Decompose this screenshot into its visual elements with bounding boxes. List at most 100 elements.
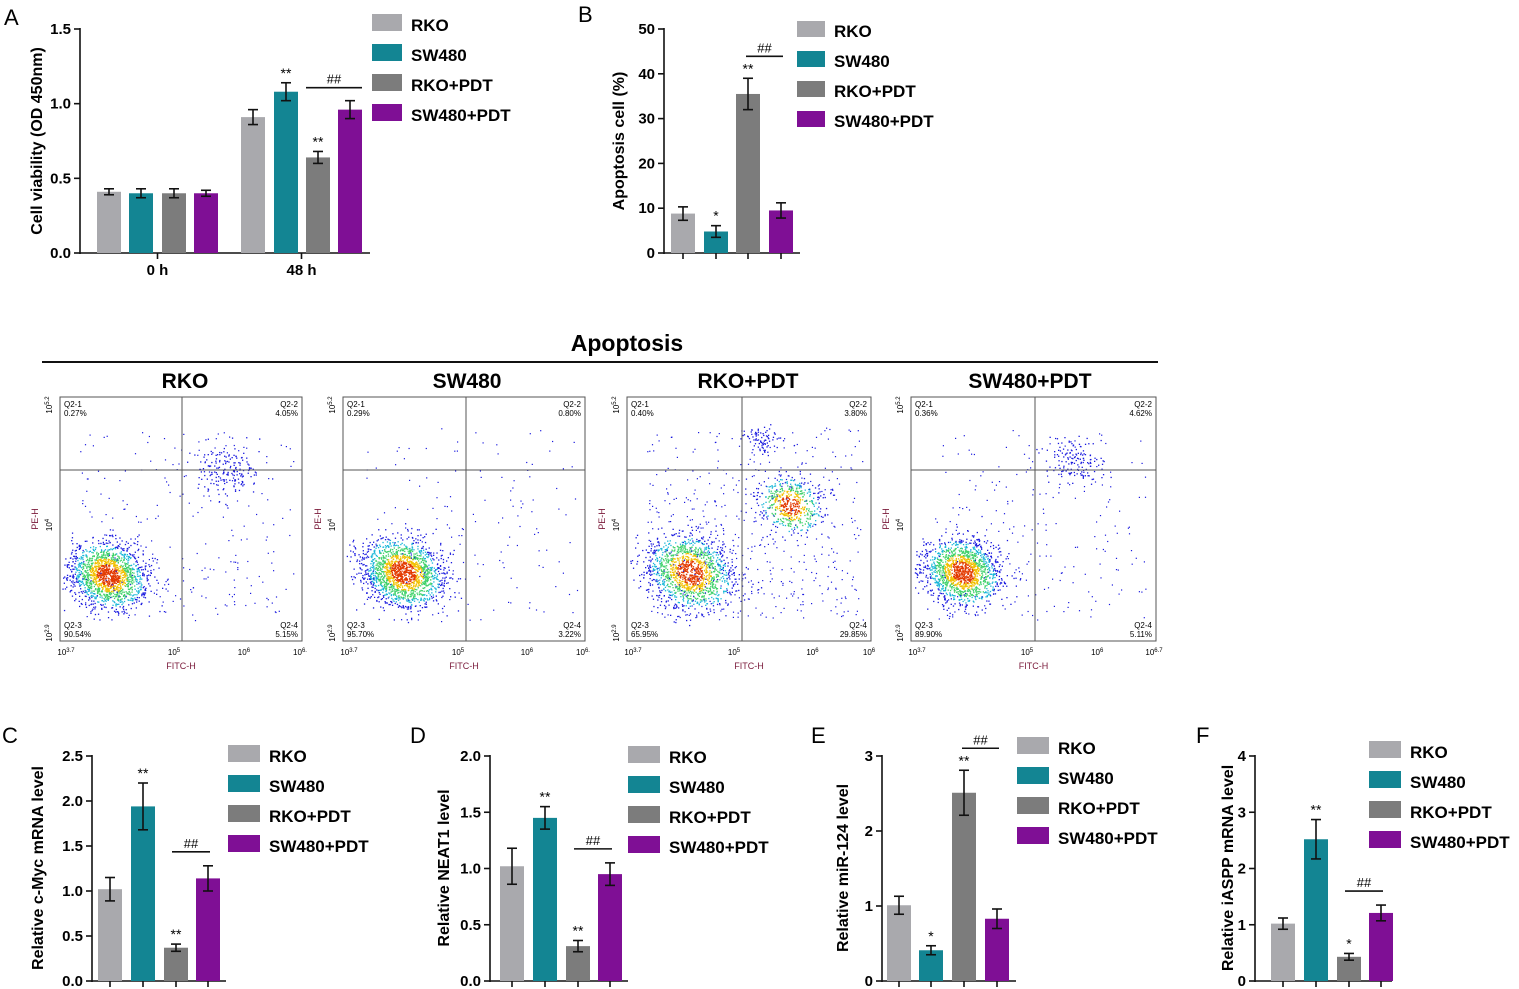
flow-y-tick-0-2: 105.2 [45,396,54,414]
quadrant-q4-name-1: Q2-4 [563,621,581,630]
significance-label-e-0: ## [973,732,988,747]
bar-e-0 [887,905,911,981]
legend-swatch-e-1 [1017,767,1049,784]
quadrant-q4-name-3: Q2-4 [1134,621,1152,630]
legend-label-e-3: SW480+PDT [1058,829,1158,848]
flow-plot-frame-3 [910,396,1157,642]
flow-plot-1: SW480 Q2-10.29% Q2-20.80% Q2-395.70% Q2-43.2… [313,370,590,671]
flow-dots-2 [630,424,864,627]
legend-swatch-d-0 [628,746,660,763]
flow-y-tick-0-0: 102.9 [45,624,54,642]
legend-swatch-f-1 [1369,771,1401,788]
significance-mark-c-2: ** [171,926,182,942]
bar-d-1 [533,817,557,981]
legend-swatch-c-1 [228,775,260,792]
flow-plot-frame-1 [342,396,586,642]
legend-swatch-a-1 [372,44,402,61]
flow-x-tick-3-0: 103.7 [908,648,926,657]
y-tick-label-d-1: 0.5 [460,917,481,934]
y-axis-label-d: Relative NEAT1 level [436,789,453,946]
bar-a-0-0 [97,191,121,253]
panel-label-a: A [4,5,19,30]
legend-label-c-1: SW480 [269,777,325,796]
quadrant-q1-name-3: Q2-1 [915,400,933,409]
chart-d-neat1: 0.0 0.5 1.0 1.5 2.0 Relative NEAT1 level ** ** #… [436,746,769,989]
quadrant-q2-name-1: Q2-2 [563,400,581,409]
quadrant-q2-value-2: 3.80% [844,409,867,418]
flow-y-tick-3-1: 104 [896,518,905,531]
significance-mark-a-1-1: ** [281,65,292,81]
y-tick-label-c-1: 0.5 [62,928,83,945]
legend-swatch-a-2 [372,74,402,91]
quadrant-q4-value-1: 3.22% [558,630,581,639]
bar-a-0-3 [194,193,218,253]
flow-x-tick-0-3: 106. [293,648,307,657]
panel-label-f: F [1196,723,1209,748]
y-tick-label-c-3: 1.5 [62,838,83,855]
y-tick-label-c-4: 2.0 [62,793,83,810]
bar-a-1-0 [241,117,265,254]
quadrant-q2-value-3: 4.62% [1129,409,1152,418]
chart-c-cmyc: 0.0 0.5 1.0 1.5 2.0 2.5 Relative c-Myc mRNA le… [30,745,369,989]
flow-x-tick-3-3: 106.7 [1145,648,1163,657]
flow-x-tick-3-1: 105 [1021,648,1034,657]
legend-swatch-e-2 [1017,797,1049,814]
y-axis-label-b: Apoptosis cell (%) [611,72,628,211]
y-axis-label-f: Relative iASPP mRNA level [1220,765,1237,971]
legend-label-e-1: SW480 [1058,769,1114,788]
bar-a-1-1 [274,91,298,253]
legend-label-d-0: RKO [669,748,707,767]
bar-f-1 [1304,839,1328,981]
y-tick-label-b-5: 50 [638,21,655,38]
bar-c-2 [164,947,188,981]
legend-swatch-c-3 [228,835,260,852]
flow-x-tick-0-2: 106 [238,648,251,657]
quadrant-q1-value-3: 0.36% [915,409,938,418]
flow-y-tick-3-2: 105.2 [896,396,905,414]
significance-mark-d-1: ** [540,789,551,805]
quadrant-q1-name-2: Q2-1 [631,400,649,409]
panel-label-e: E [811,723,826,748]
legend-swatch-d-2 [628,806,660,823]
legend-swatch-d-3 [628,836,660,853]
flow-plot-0: RKO Q2-10.27% Q2-24.05% Q2-390.54% Q2-45.15%… [30,370,307,671]
significance-mark-f-2: * [1346,935,1352,951]
y-tick-label-f-2: 2 [1238,861,1246,878]
legend-swatch-f-3 [1369,831,1401,848]
flow-y-axis-label-2: PE-H [597,508,607,530]
quadrant-q3-name-1: Q2-3 [347,621,365,630]
flow-x-axis-label-0: FITC-H [166,661,196,671]
flow-x-axis-label-2: FITC-H [734,661,764,671]
legend-label-a-2: RKO+PDT [411,76,493,95]
legend-label-d-3: SW480+PDT [669,838,769,857]
flow-x-tick-1-3: 106. [576,648,590,657]
panel-label-d: D [410,723,426,748]
flow-dots-3 [914,430,1147,621]
y-tick-label-e-3: 3 [865,748,873,765]
y-axis-label-a: Cell viability (OD 450nm) [29,47,46,235]
quadrant-q1-value-1: 0.29% [347,409,370,418]
y-tick-label-d-3: 1.5 [460,804,481,821]
flow-x-tick-1-2: 106 [521,648,534,657]
bar-b-2 [736,93,760,254]
legend-swatch-e-0 [1017,737,1049,754]
flow-x-tick-3-2: 106 [1091,648,1104,657]
flow-y-tick-3-0: 102.9 [896,624,905,642]
significance-mark-d-2: ** [573,923,584,939]
flow-y-tick-1-0: 102.9 [328,624,337,642]
legend-swatch-a-0 [372,14,402,31]
legend-label-a-1: SW480 [411,46,467,65]
y-tick-label-b-4: 40 [638,66,655,83]
bar-d-0 [500,866,524,981]
quadrant-q4-value-0: 5.15% [275,630,298,639]
y-tick-label-b-3: 30 [638,111,655,128]
quadrant-q2-value-0: 4.05% [275,409,298,418]
y-axis-label-c: Relative c-Myc mRNA level [30,766,47,970]
quadrant-q2-value-1: 0.80% [558,409,581,418]
flow-plot-2: RKO+PDT Q2-10.40% Q2-23.80% Q2-365.95% Q2-42… [597,370,876,671]
quadrant-q1-name-1: Q2-1 [347,400,365,409]
flow-plot-frame-2 [626,396,872,642]
legend-swatch-f-2 [1369,801,1401,818]
